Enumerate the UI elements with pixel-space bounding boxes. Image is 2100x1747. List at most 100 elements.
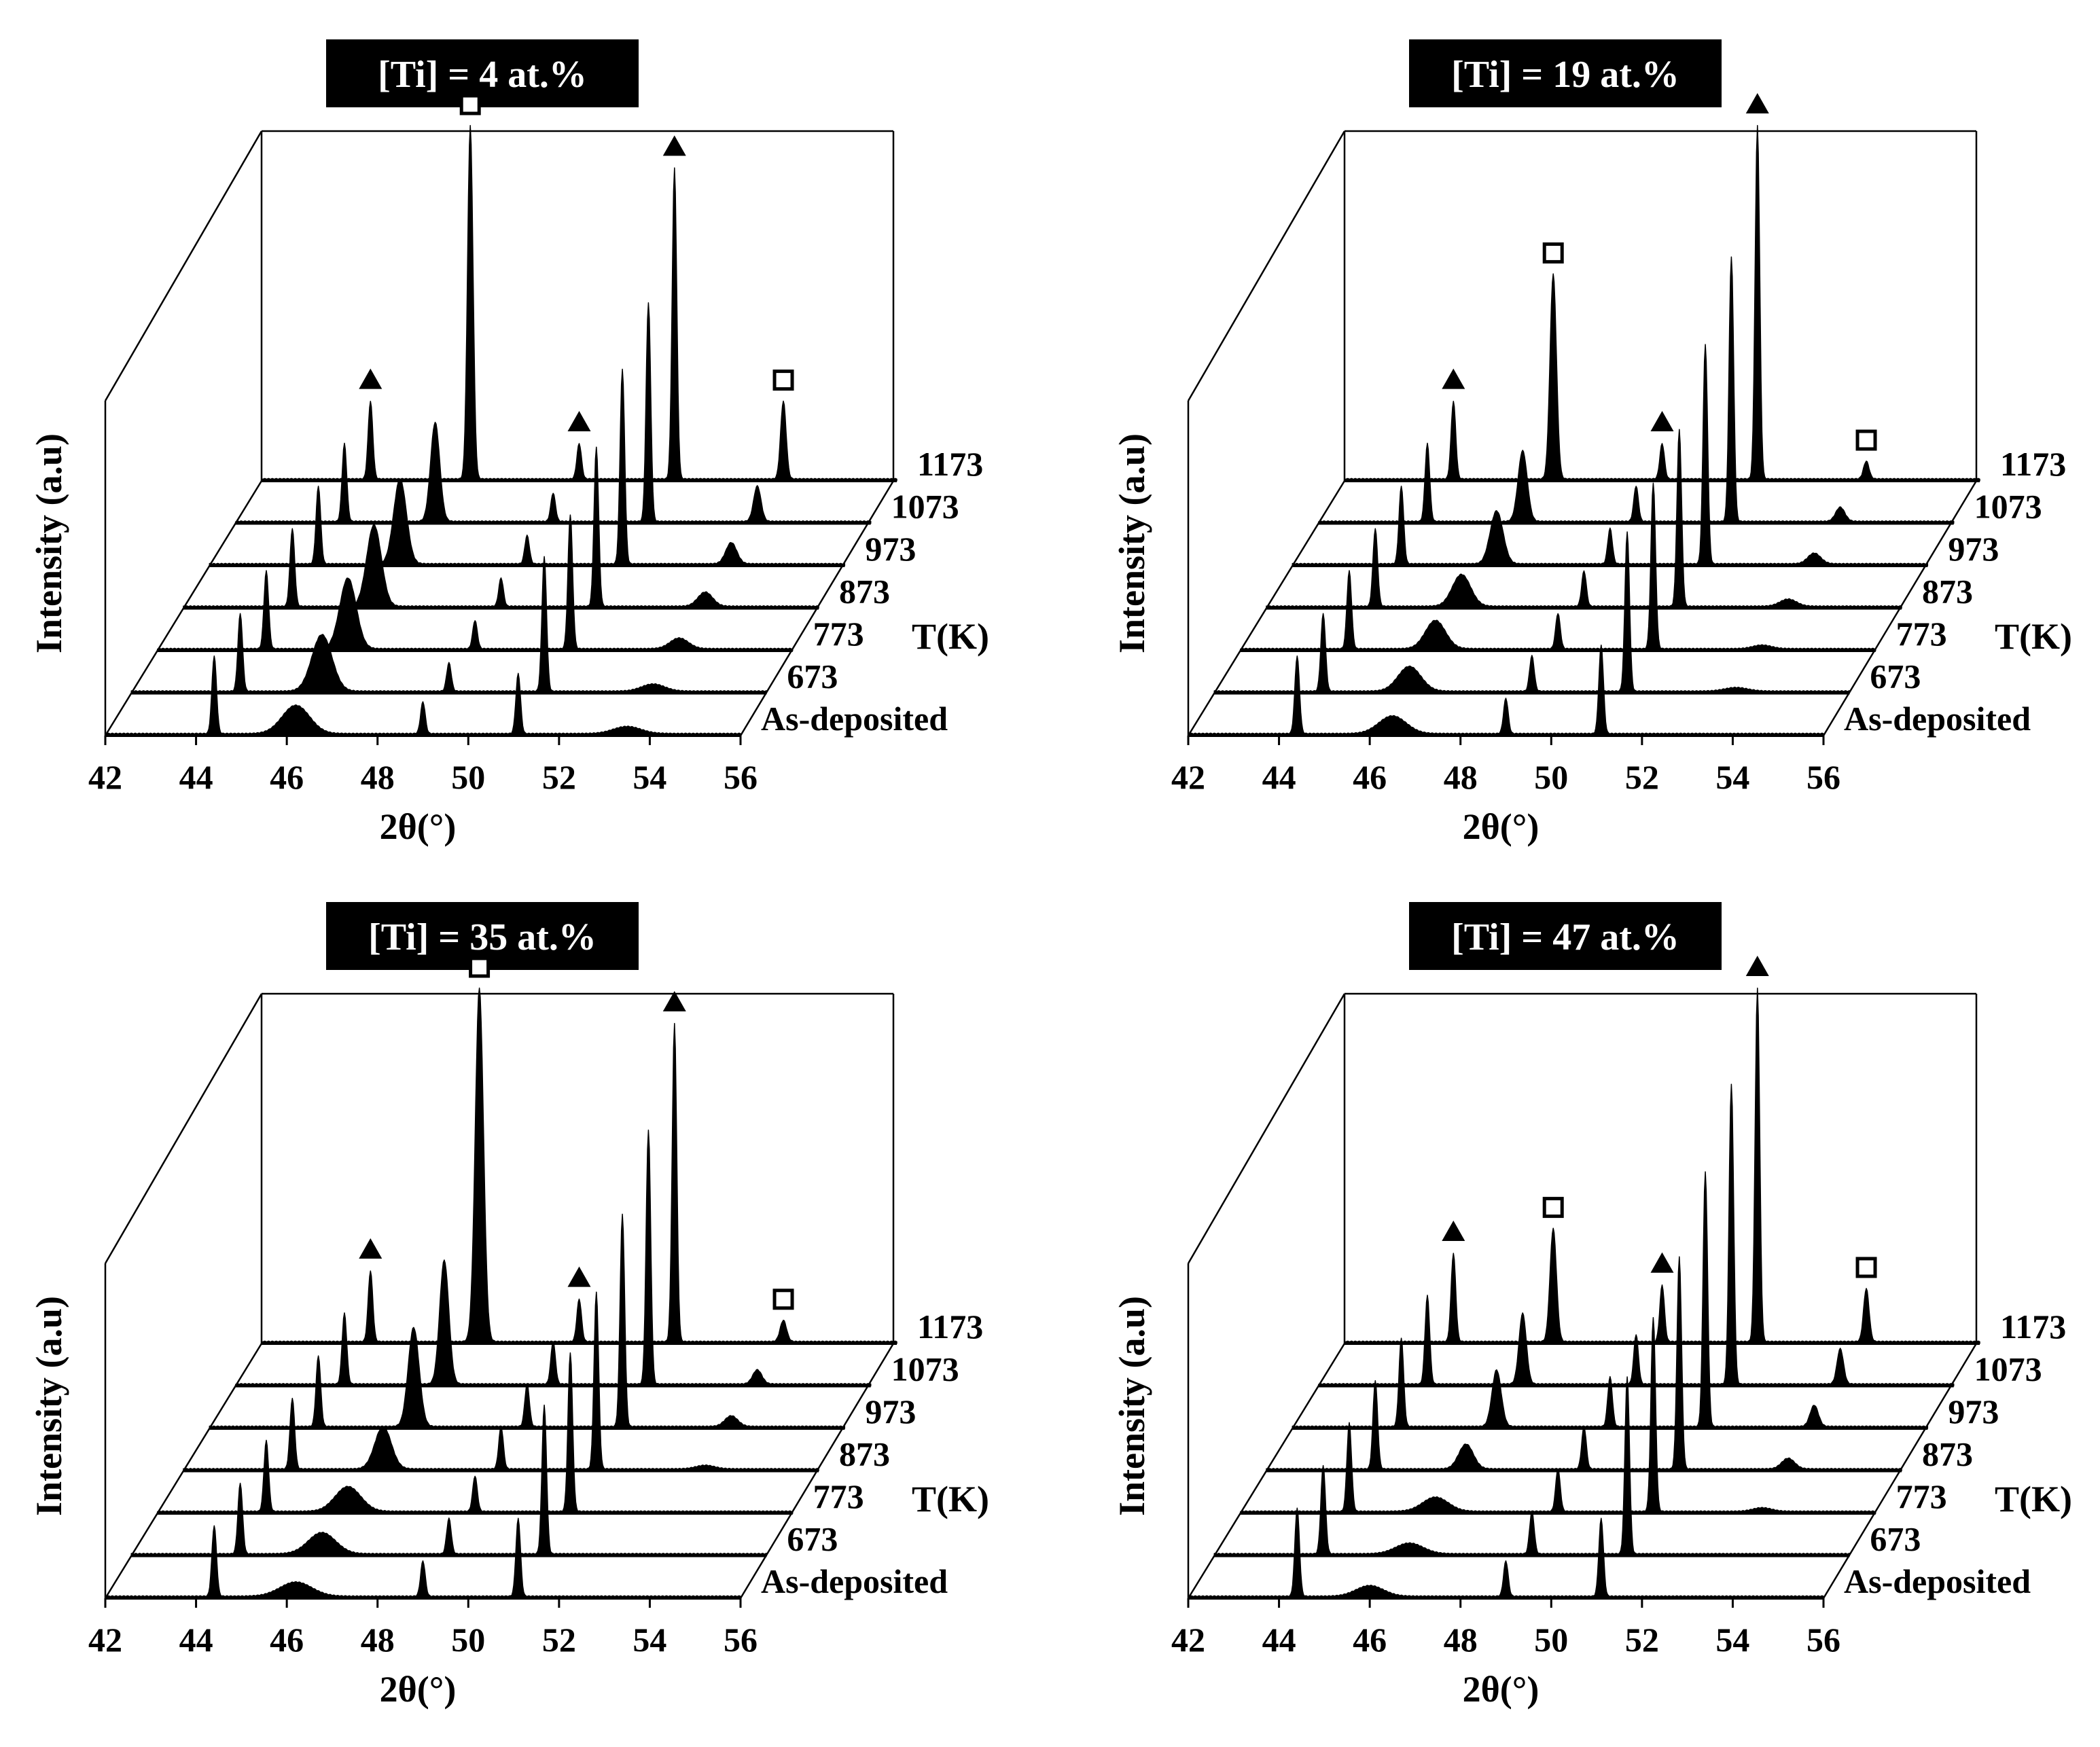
panel-title-banner: [Ti] = 4 at.% bbox=[326, 39, 639, 107]
x-tick-label: 50 bbox=[451, 758, 485, 796]
x-tick-label: 54 bbox=[1715, 1621, 1749, 1659]
xrd-traces bbox=[1188, 987, 1980, 1600]
x-tick-label: 44 bbox=[1262, 758, 1296, 796]
trace-As-deposited bbox=[1188, 1507, 1824, 1599]
temperature-label: 673 bbox=[787, 658, 838, 696]
trace-673 bbox=[1213, 1376, 1851, 1557]
triangle-marker-icon bbox=[1442, 368, 1465, 389]
x-tick-label: 46 bbox=[1353, 1621, 1387, 1659]
triangle-marker-icon bbox=[662, 135, 686, 156]
phase-markers bbox=[1442, 93, 1877, 451]
z-axis-title: T(K) bbox=[1995, 1479, 2072, 1519]
trace-1073 bbox=[234, 302, 872, 524]
trace-1173 bbox=[261, 987, 897, 1344]
trace-As-deposited bbox=[105, 655, 741, 736]
trace-973 bbox=[209, 1213, 846, 1429]
trace-873 bbox=[183, 1291, 819, 1472]
x-tick-label: 44 bbox=[1262, 1621, 1296, 1659]
x-tick-label: 56 bbox=[724, 1621, 758, 1659]
x-tick-label: 56 bbox=[724, 758, 758, 796]
trace-1073 bbox=[1317, 256, 1955, 524]
trace-673 bbox=[1213, 531, 1851, 694]
temperature-label: 1173 bbox=[2000, 1308, 2066, 1346]
x-tick-label: 56 bbox=[1807, 758, 1840, 796]
temperature-label: 1173 bbox=[2000, 445, 2066, 483]
trace-673 bbox=[130, 1404, 768, 1557]
temperature-label: As-deposited bbox=[761, 700, 948, 738]
x-tick-label: 50 bbox=[1534, 1621, 1568, 1659]
temperature-label: 673 bbox=[1870, 658, 1921, 696]
panel-title-background bbox=[1409, 902, 1722, 970]
xrd-panel-1: [Ti] = 4 at.% 42 44 46 48 50 52 54 56 2θ(°) Intens… bbox=[29, 39, 989, 847]
trace-773 bbox=[1239, 482, 1876, 651]
temperature-label: 973 bbox=[865, 1392, 916, 1430]
temperature-label: 1073 bbox=[1974, 1350, 2042, 1388]
panel-title-background bbox=[1409, 39, 1722, 107]
z-axis-title: T(K) bbox=[1995, 616, 2072, 657]
x-tick-label: 48 bbox=[1444, 758, 1478, 796]
temperature-label: 1073 bbox=[891, 488, 959, 526]
temperature-labels: As-deposited 673 773 873 973 1073 1173 bbox=[761, 445, 983, 738]
temperature-label: 973 bbox=[1948, 530, 1999, 568]
y-axis-title: Intensity (a.u) bbox=[29, 1296, 69, 1516]
x-tick-label: 52 bbox=[1625, 758, 1659, 796]
temperature-label: 773 bbox=[1896, 1477, 1947, 1515]
triangle-marker-icon bbox=[359, 368, 382, 389]
x-axis-title: 2θ(°) bbox=[1463, 1669, 1540, 1710]
z-axis-title: T(K) bbox=[912, 616, 989, 657]
x-tick-label: 44 bbox=[179, 1621, 213, 1659]
x-tick-label: 56 bbox=[1807, 1621, 1840, 1659]
side-wall-top-edge bbox=[1187, 993, 1346, 1264]
x-tick-label: 48 bbox=[361, 758, 395, 796]
x-tick-label: 42 bbox=[1171, 1621, 1205, 1659]
x-axis: 42 44 46 48 50 52 54 56 bbox=[88, 734, 758, 796]
x-tick-label: 52 bbox=[1625, 1621, 1659, 1659]
trace-973 bbox=[1292, 344, 1929, 566]
trace-673 bbox=[130, 556, 768, 694]
xrd-panel-4: [Ti] = 47 at.% 42 44 46 48 50 52 54 56 2θ(°) Inten… bbox=[1111, 902, 2072, 1710]
x-tick-label: 46 bbox=[270, 1621, 304, 1659]
temperature-labels: As-deposited 673 773 873 973 1073 1173 bbox=[1844, 1308, 2066, 1600]
phase-markers bbox=[1442, 956, 1877, 1278]
xrd-traces bbox=[105, 124, 897, 737]
x-tick-label: 54 bbox=[633, 1621, 666, 1659]
temperature-label: 1073 bbox=[1974, 488, 2042, 526]
x-axis: 42 44 46 48 50 52 54 56 bbox=[1171, 734, 1840, 796]
temperature-label: 773 bbox=[1896, 615, 1947, 653]
panel-title: [Ti] = 19 at.% bbox=[1451, 54, 1679, 96]
trace-1073 bbox=[1317, 1083, 1955, 1387]
x-axis: 42 44 46 48 50 52 54 56 bbox=[88, 1597, 758, 1659]
x-tick-label: 50 bbox=[1534, 758, 1568, 796]
x-tick-label: 42 bbox=[88, 1621, 122, 1659]
trace-973 bbox=[209, 368, 846, 566]
triangle-marker-icon bbox=[1650, 411, 1674, 431]
y-axis-title: Intensity (a.u) bbox=[1111, 1296, 1152, 1516]
xrd-panel-2: [Ti] = 19 at.% 42 44 46 48 50 52 54 56 2θ(°) Inten… bbox=[1111, 39, 2072, 847]
trace-873 bbox=[1266, 429, 1902, 609]
trace-773 bbox=[1239, 1316, 1876, 1514]
triangle-marker-icon bbox=[1745, 956, 1769, 976]
phase-markers bbox=[359, 956, 794, 1310]
trace-873 bbox=[1266, 1256, 1902, 1472]
trace-973 bbox=[1292, 1171, 1929, 1429]
x-tick-label: 46 bbox=[1353, 758, 1387, 796]
temperature-label: As-deposited bbox=[761, 1562, 948, 1600]
triangle-marker-icon bbox=[1442, 1221, 1465, 1241]
temperature-label: 673 bbox=[787, 1520, 838, 1558]
x-axis-title: 2θ(°) bbox=[1463, 806, 1540, 847]
trace-773 bbox=[156, 1352, 794, 1514]
triangle-marker-icon bbox=[567, 411, 591, 431]
panel-title-background bbox=[326, 39, 639, 107]
temperature-labels: As-deposited 673 773 873 973 1073 1173 bbox=[1844, 445, 2066, 738]
x-tick-label: 48 bbox=[1444, 1621, 1478, 1659]
square-marker-icon bbox=[1855, 1257, 1877, 1278]
xrd-traces bbox=[1188, 124, 1980, 737]
x-tick-label: 50 bbox=[451, 1621, 485, 1659]
panel-title-banner: [Ti] = 47 at.% bbox=[1409, 902, 1722, 970]
x-axis: 42 44 46 48 50 52 54 56 bbox=[1171, 1597, 1840, 1659]
x-tick-label: 54 bbox=[1715, 758, 1749, 796]
square-marker-icon bbox=[1542, 1197, 1564, 1219]
triangle-marker-icon bbox=[359, 1238, 382, 1259]
trace-As-deposited bbox=[105, 1517, 741, 1599]
